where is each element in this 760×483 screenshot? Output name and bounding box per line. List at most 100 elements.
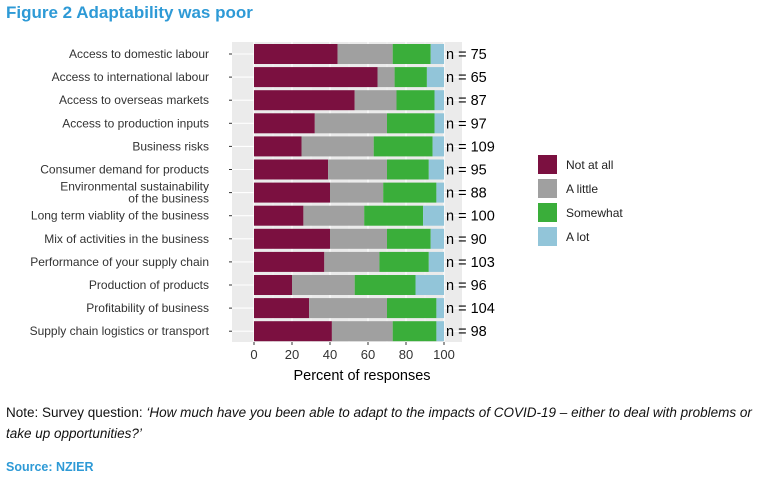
- bar-segment: [379, 251, 429, 272]
- bar-segment: [436, 321, 444, 342]
- bar-segment: [434, 90, 444, 111]
- sample-size-label: n = 98: [446, 324, 487, 340]
- legend-label: A lot: [566, 230, 590, 244]
- category-label: Supply chain logistics or transport: [30, 324, 210, 338]
- bar-segment: [292, 275, 355, 295]
- x-tick-label: 40: [323, 347, 337, 362]
- bar-segment: [254, 182, 330, 203]
- survey-note: Note: Survey question: ‘How much have yo…: [6, 402, 756, 444]
- legend: Not at all A little Somewhat A lot: [538, 155, 623, 246]
- bar-segment: [394, 67, 427, 88]
- category-label: Access to production inputs: [62, 116, 209, 130]
- bar-segment: [373, 136, 433, 157]
- bar-segment: [324, 251, 380, 272]
- bar-segment: [436, 298, 444, 319]
- bar-segment: [254, 44, 338, 64]
- bar-segment: [432, 136, 444, 157]
- bar-segment: [428, 159, 444, 180]
- sample-size-label: n = 87: [446, 93, 487, 109]
- bar-segment: [309, 298, 387, 319]
- legend-label: A little: [566, 182, 598, 196]
- sample-size-label: n = 88: [446, 186, 487, 202]
- bar-segment: [331, 321, 393, 342]
- bar-segment: [428, 251, 444, 272]
- sample-size-label: n = 95: [446, 163, 487, 179]
- category-label: Access to domestic labour: [69, 47, 209, 61]
- sample-size-labels: n = 75 n = 65 n = 87 n = 97 n = 109 n = 95 n =…: [446, 47, 495, 340]
- legend-label: Not at all: [566, 158, 613, 172]
- bar-segment: [314, 113, 387, 134]
- figure-title: Figure 2 Adaptability was poor: [6, 3, 253, 22]
- bar-segment: [392, 321, 437, 342]
- bar-segment: [430, 44, 444, 64]
- bar-segment: [354, 275, 416, 295]
- bar-segment: [377, 67, 395, 88]
- bar-segment: [254, 321, 332, 342]
- bar-segment: [337, 44, 393, 64]
- category-labels: Access to domestic labour Access to inter…: [30, 47, 232, 338]
- category-label: Mix of activities in the business: [44, 232, 209, 246]
- sample-size-label: n = 103: [446, 255, 495, 271]
- bar-segment: [254, 228, 330, 249]
- bar-segment: [423, 205, 444, 226]
- bar-segment: [303, 205, 365, 226]
- bar-segment: [328, 159, 387, 180]
- note-question: ‘How much have you been able to adapt to…: [6, 405, 752, 441]
- bar-segment: [396, 90, 435, 111]
- x-tick-label: 60: [361, 347, 375, 362]
- legend-swatch: [538, 155, 557, 174]
- bar-segment: [330, 182, 384, 203]
- bars: [254, 44, 444, 342]
- category-label: Production of products: [89, 278, 209, 292]
- bar-segment: [387, 113, 435, 134]
- bar-segment: [301, 136, 374, 157]
- legend-swatch: [538, 227, 557, 246]
- bar-segment: [430, 228, 444, 249]
- bar-segment: [436, 182, 444, 203]
- category-label-line: of the business: [128, 192, 209, 206]
- sample-size-label: n = 109: [446, 139, 495, 155]
- bar-segment: [387, 228, 431, 249]
- bar-segment: [387, 298, 437, 319]
- bar-segment: [254, 159, 329, 180]
- sample-size-label: n = 96: [446, 278, 487, 294]
- bar-segment: [392, 44, 431, 64]
- bar-segment: [330, 228, 387, 249]
- bar-segment: [254, 275, 292, 295]
- x-axis-title: Percent of responses: [293, 368, 430, 384]
- bar-segment: [254, 205, 304, 226]
- sample-size-label: n = 97: [446, 116, 487, 132]
- x-tick-label: 100: [433, 347, 455, 362]
- bar-segment: [415, 275, 444, 295]
- legend-swatch: [538, 203, 557, 222]
- x-tick-label: 0: [250, 347, 257, 362]
- category-label-line: Environmental sustainability: [60, 180, 209, 194]
- category-label: Environmental sustainability of the busin…: [60, 180, 209, 206]
- bar-segment: [383, 182, 437, 203]
- category-label: Consumer demand for products: [40, 163, 209, 177]
- category-label: Access to international labour: [52, 70, 209, 84]
- x-tick-label: 20: [285, 347, 299, 362]
- sample-size-label: n = 90: [446, 232, 487, 248]
- category-label: Long term viablity of the business: [31, 209, 209, 223]
- bar-segment: [364, 205, 424, 226]
- source-line: Source: NZIER: [6, 460, 94, 474]
- category-label: Performance of your supply chain: [30, 255, 209, 269]
- bar-segment: [426, 67, 444, 88]
- sample-size-label: n = 65: [446, 70, 487, 86]
- sample-size-label: n = 75: [446, 47, 487, 63]
- bar-segment: [254, 298, 310, 319]
- category-label: Profitability of business: [86, 301, 209, 315]
- category-label: Access to overseas markets: [59, 93, 209, 107]
- legend-swatch: [538, 179, 557, 198]
- stacked-bar-chart: Access to domestic labour Access to inter…: [30, 42, 623, 384]
- bar-segment: [354, 90, 397, 111]
- note-prefix: Note: Survey question:: [6, 405, 147, 420]
- sample-size-label: n = 104: [446, 301, 495, 317]
- category-label: Business risks: [132, 139, 209, 153]
- bar-segment: [387, 159, 429, 180]
- bar-segment: [254, 136, 302, 157]
- sample-size-label: n = 100: [446, 209, 495, 225]
- x-tick-label: 80: [399, 347, 413, 362]
- bar-segment: [254, 90, 355, 111]
